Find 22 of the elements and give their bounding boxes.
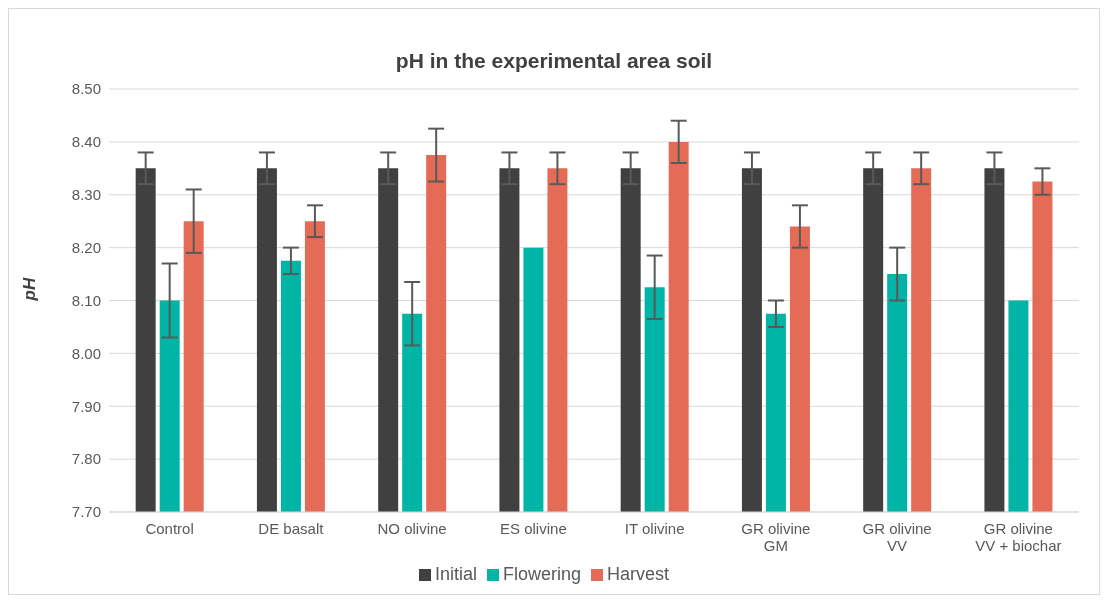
x-tick-label: GR olivine VV + biochar <box>975 520 1062 554</box>
x-tick-label: NO olivine <box>377 520 447 537</box>
y-tick-label: 8.40 <box>71 133 101 151</box>
legend-label: Harvest <box>607 564 670 584</box>
y-tick-label: 8.50 <box>71 80 101 98</box>
y-axis-title: pH <box>20 277 40 302</box>
y-tick-label: 7.90 <box>71 397 101 415</box>
y-tick-label: 7.80 <box>71 450 101 468</box>
chart-title: pH in the experimental area soil <box>394 49 714 74</box>
x-tick-label: GR olivine GM <box>741 520 811 554</box>
x-tick-label: DE basalt <box>258 520 325 537</box>
x-tick-label: Control <box>145 520 194 537</box>
y-tick-label: 8.10 <box>71 291 101 309</box>
x-tick-label: ES olivine <box>500 520 567 537</box>
legend-label: Initial <box>434 564 477 584</box>
x-tick-label: GR olivine VV <box>862 520 932 554</box>
legend-label: Flowering <box>502 564 582 584</box>
y-tick-label: 7.70 <box>71 503 101 521</box>
y-tick-label: 8.00 <box>71 344 101 362</box>
y-tick-label: 8.20 <box>71 238 101 256</box>
y-tick-label: 8.30 <box>71 186 101 204</box>
x-tick-label: IT olivine <box>624 520 685 537</box>
